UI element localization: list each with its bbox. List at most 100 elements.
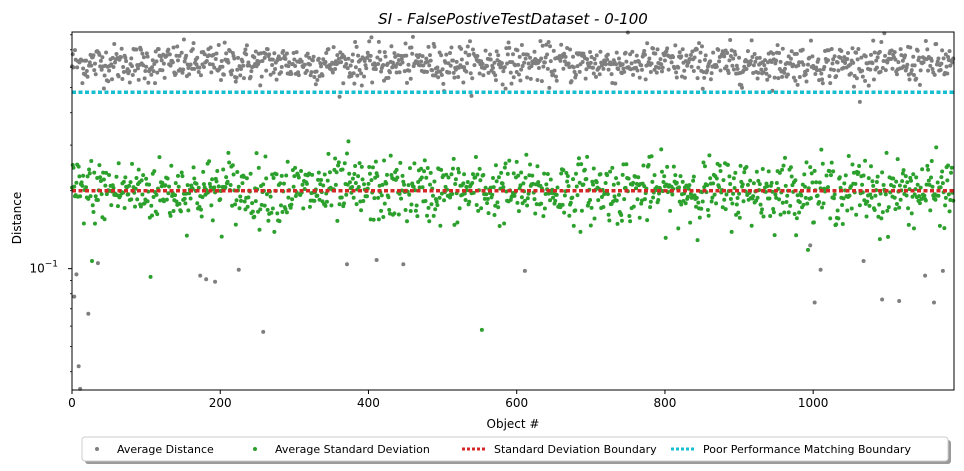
point-average-standard-deviation bbox=[431, 213, 436, 218]
point-average-standard-deviation bbox=[135, 197, 140, 202]
point-average-standard-deviation bbox=[221, 167, 226, 172]
point-average-standard-deviation bbox=[947, 209, 952, 214]
point-average-distance bbox=[443, 60, 448, 65]
point-average-distance bbox=[264, 68, 269, 73]
point-average-standard-deviation bbox=[238, 194, 243, 199]
point-average-standard-deviation bbox=[585, 154, 590, 159]
point-average-standard-deviation bbox=[651, 195, 656, 200]
point-average-distance bbox=[229, 72, 234, 77]
point-average-distance bbox=[908, 45, 913, 50]
point-average-distance bbox=[934, 42, 939, 47]
point-average-standard-deviation bbox=[427, 219, 432, 224]
point-average-distance bbox=[655, 47, 660, 52]
point-average-standard-deviation bbox=[803, 195, 808, 200]
point-average-distance bbox=[571, 54, 576, 59]
point-average-distance bbox=[373, 63, 378, 68]
point-average-distance bbox=[643, 77, 648, 82]
point-average-distance bbox=[305, 51, 310, 56]
point-average-standard-deviation bbox=[659, 169, 664, 174]
point-average-standard-deviation bbox=[794, 216, 799, 221]
point-average-standard-deviation bbox=[333, 182, 338, 187]
point-average-distance bbox=[831, 57, 836, 62]
point-average-distance bbox=[400, 60, 405, 65]
point-average-standard-deviation bbox=[832, 192, 837, 197]
point-average-distance bbox=[851, 84, 856, 89]
point-average-distance bbox=[464, 69, 469, 74]
point-average-standard-deviation bbox=[121, 179, 126, 184]
point-average-standard-deviation bbox=[236, 184, 241, 189]
point-average-distance bbox=[222, 40, 227, 45]
point-average-distance bbox=[727, 58, 732, 63]
point-average-distance bbox=[700, 44, 704, 49]
point-average-distance bbox=[70, 52, 75, 57]
point-average-distance bbox=[880, 297, 885, 302]
point-average-standard-deviation bbox=[621, 162, 626, 167]
point-average-standard-deviation bbox=[369, 178, 374, 183]
point-average-standard-deviation bbox=[166, 191, 171, 196]
point-average-standard-deviation bbox=[86, 196, 91, 201]
point-average-distance bbox=[605, 52, 610, 57]
point-average-distance bbox=[348, 63, 353, 68]
point-average-distance bbox=[585, 57, 590, 62]
point-average-distance bbox=[407, 68, 412, 73]
y-tick-base: 10 bbox=[29, 262, 44, 276]
point-average-distance bbox=[166, 47, 171, 52]
point-average-standard-deviation bbox=[570, 195, 575, 200]
point-average-standard-deviation bbox=[612, 194, 617, 199]
point-average-standard-deviation bbox=[478, 178, 483, 183]
point-average-standard-deviation bbox=[439, 167, 444, 172]
point-average-standard-deviation bbox=[167, 184, 172, 189]
point-average-distance bbox=[932, 72, 937, 77]
point-average-distance bbox=[872, 50, 877, 55]
point-average-standard-deviation bbox=[148, 274, 153, 279]
point-average-standard-deviation bbox=[334, 170, 339, 175]
point-average-standard-deviation bbox=[198, 207, 203, 212]
point-average-distance bbox=[893, 57, 898, 62]
point-average-distance bbox=[475, 53, 480, 58]
point-average-standard-deviation bbox=[207, 181, 212, 186]
point-average-distance bbox=[808, 243, 813, 248]
point-average-standard-deviation bbox=[90, 259, 95, 264]
point-average-distance bbox=[521, 52, 526, 57]
point-average-standard-deviation bbox=[694, 204, 699, 209]
point-average-distance bbox=[337, 94, 342, 99]
point-average-distance bbox=[98, 58, 103, 63]
point-average-distance bbox=[146, 80, 151, 85]
point-average-distance bbox=[355, 73, 360, 78]
point-average-standard-deviation bbox=[248, 171, 253, 176]
point-average-standard-deviation bbox=[516, 173, 521, 178]
point-average-distance bbox=[292, 57, 297, 62]
point-average-standard-deviation bbox=[648, 199, 653, 204]
point-average-standard-deviation bbox=[870, 179, 875, 184]
point-average-distance bbox=[875, 55, 880, 60]
point-average-distance bbox=[140, 51, 145, 56]
point-average-standard-deviation bbox=[639, 201, 644, 206]
point-average-standard-deviation bbox=[279, 173, 284, 178]
point-average-distance bbox=[511, 75, 516, 80]
point-average-standard-deviation bbox=[906, 206, 911, 211]
point-average-standard-deviation bbox=[254, 151, 259, 156]
point-average-distance bbox=[238, 73, 243, 78]
point-average-standard-deviation bbox=[435, 203, 440, 208]
point-average-distance bbox=[637, 59, 641, 64]
point-average-standard-deviation bbox=[215, 168, 220, 173]
point-average-standard-deviation bbox=[709, 199, 714, 204]
point-average-distance bbox=[93, 72, 98, 77]
point-average-distance bbox=[279, 64, 284, 69]
point-average-standard-deviation bbox=[218, 197, 223, 202]
point-average-standard-deviation bbox=[116, 161, 121, 166]
point-average-distance bbox=[666, 67, 671, 72]
point-average-standard-deviation bbox=[470, 181, 475, 186]
point-average-distance bbox=[889, 56, 893, 61]
point-average-distance bbox=[774, 58, 779, 63]
point-average-distance bbox=[232, 56, 237, 61]
point-average-standard-deviation bbox=[608, 169, 613, 174]
point-average-distance bbox=[241, 63, 246, 68]
point-average-standard-deviation bbox=[559, 171, 564, 176]
point-average-standard-deviation bbox=[620, 172, 625, 177]
point-average-standard-deviation bbox=[809, 171, 814, 176]
point-average-standard-deviation bbox=[794, 233, 799, 238]
point-average-distance bbox=[548, 44, 553, 49]
point-average-distance bbox=[341, 81, 346, 86]
point-average-standard-deviation bbox=[433, 207, 438, 212]
